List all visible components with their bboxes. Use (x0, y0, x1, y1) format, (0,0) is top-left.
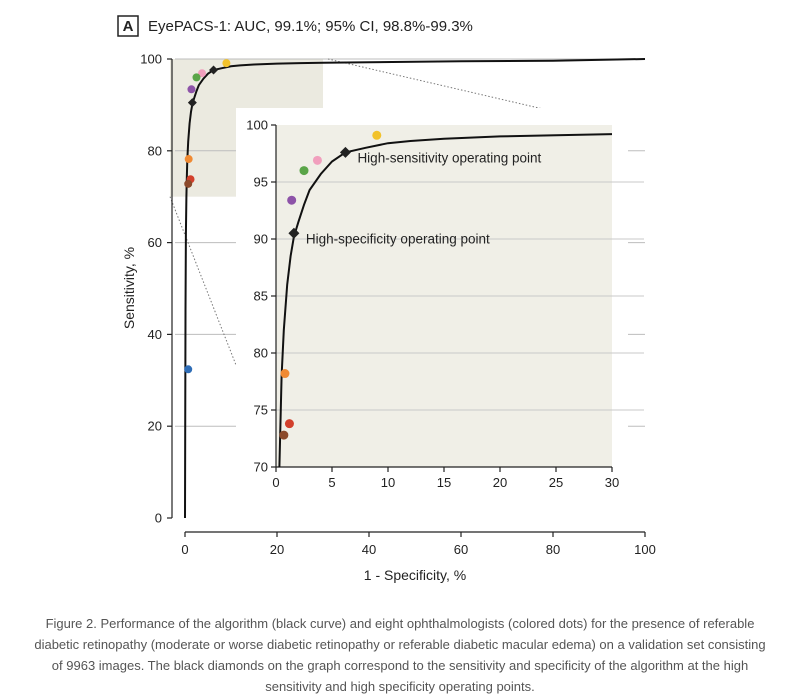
main-y-tick-label-100: 100 (140, 52, 162, 67)
inset-operating-point-diamond-2 (288, 227, 300, 239)
main-ophthalmologist-dot-7 (184, 179, 193, 188)
inset-ophthalmologist-points (279, 130, 382, 440)
main-operating-points (187, 65, 219, 108)
main-y-tick-label-80: 80 (148, 143, 162, 158)
main-operating-point-diamond-2 (187, 98, 197, 108)
main-x-tick-label-80: 80 (546, 542, 560, 557)
main-ophthalmologist-dot-8 (184, 365, 193, 374)
main-ophthalmologist-dot-3 (192, 73, 201, 82)
main-ophthalmologist-dot-2 (198, 69, 207, 78)
main-ophthalmologist-dot-1 (222, 59, 231, 68)
inset-x-tick-label-20: 20 (493, 475, 507, 490)
inset-x-tick-label-30: 30 (605, 475, 619, 490)
inset-ophthalmologist-dot-1 (372, 130, 382, 140)
panel-label: A (123, 18, 134, 35)
figure-caption: Figure 2. Performance of the algorithm (… (34, 616, 766, 694)
x-axis-title: 1 - Specificity, % (364, 567, 466, 583)
main-x-tick-label-20: 20 (270, 542, 284, 557)
inset-operating-point-diamond-1 (339, 146, 351, 158)
inset-ophthalmologist-dot-5 (280, 369, 290, 379)
inset-y-tick-label-80: 80 (254, 346, 268, 361)
main-x-tick-label-60: 60 (454, 542, 468, 557)
inset-ophthalmologist-dot-2 (312, 155, 322, 165)
inset-axes: 70 75 80 85 90 95 100 0 5 10 15 20 25 30 (246, 118, 619, 491)
inset-ophthalmologist-dot-6 (284, 419, 294, 429)
main-operating-point-diamond-1 (209, 65, 219, 75)
inset-y-tick-label-75: 75 (254, 403, 268, 418)
inset-roc-line (278, 133, 613, 468)
main-ophthalmologist-points (184, 59, 231, 374)
main-x-tick-label-40: 40 (362, 542, 376, 557)
main-y-tick-label-60: 60 (148, 235, 162, 250)
main-x-tick-label-100: 100 (634, 542, 656, 557)
inset-operating-points: High-sensitivity operating point High-spe… (288, 146, 542, 246)
inset-y-tick-label-85: 85 (254, 289, 268, 304)
inset-x-tick-label-10: 10 (381, 475, 395, 490)
inset-y-tick-label-95: 95 (254, 175, 268, 190)
inset-left-margin (236, 108, 276, 496)
inset-x-tick-label-15: 15 (437, 475, 451, 490)
inset-x-tick-label-0: 0 (272, 475, 279, 490)
operating-point-label-2: High-specificity operating point (306, 231, 490, 246)
main-y-tick-label-40: 40 (148, 327, 162, 342)
panel-label-box (117, 15, 139, 37)
main-ophthalmologist-dot-4 (187, 85, 196, 94)
main-ophthalmologist-dot-5 (184, 155, 193, 164)
inset-right-margin (612, 108, 628, 496)
panel-title: EyePACS-1: AUC, 99.1%; 95% CI, 98.8%-99.… (148, 18, 473, 35)
main-y-tick-label-0: 0 (155, 511, 162, 526)
inset-gridlines (276, 181, 644, 411)
inset-x-tick-label-5: 5 (328, 475, 335, 490)
y-axis-title: Sensitivity, % (121, 247, 137, 329)
inset-y-tick-label-70: 70 (254, 460, 268, 475)
inset-panel (236, 108, 628, 496)
inset-y-tick-label-90: 90 (254, 232, 268, 247)
inset-x-tick-label-25: 25 (549, 475, 563, 490)
inset-ophthalmologist-dot-4 (287, 195, 297, 205)
inset-bottom-margin (236, 467, 628, 496)
main-x-tick-label-0: 0 (181, 542, 188, 557)
inset-ophthalmologist-dot-3 (299, 166, 309, 176)
main-roc-line (184, 58, 646, 519)
inset-y-tick-label-100: 100 (246, 118, 268, 133)
inset-top-margin (236, 108, 628, 125)
main-roc-curve (184, 58, 646, 519)
inset-roc-curve (278, 133, 613, 468)
inset-ophthalmologist-dot-7 (279, 430, 289, 440)
main-y-tick-label-20: 20 (148, 419, 162, 434)
operating-point-label-1: High-sensitivity operating point (357, 150, 541, 165)
